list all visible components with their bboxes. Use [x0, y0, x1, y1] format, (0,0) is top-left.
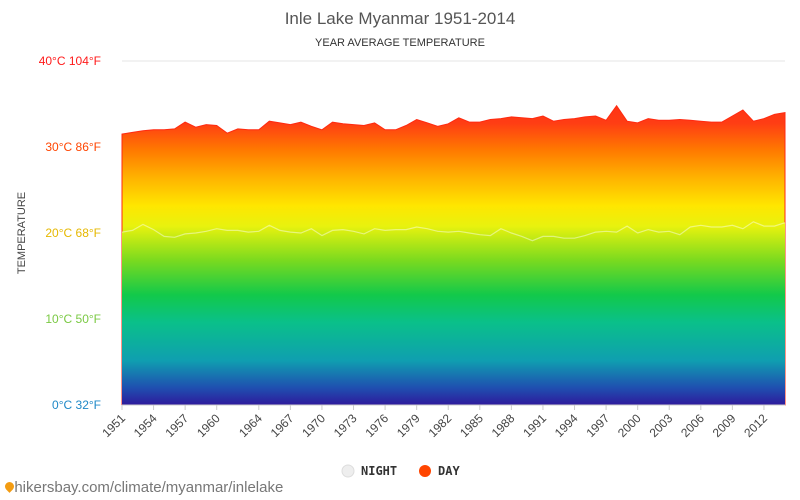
- source-text[interactable]: hikersbay.com/climate/myanmar/inlelake: [14, 479, 284, 496]
- x-tick-label: 1991: [520, 411, 549, 440]
- y-axis: 0°C 32°F 10°C 50°F 20°C 68°F 30°C 86°F 40°C …: [39, 54, 101, 412]
- x-tick-label: 2009: [710, 411, 739, 440]
- x-axis: 1951 1954 1957 1960 1964 1967 1970 1973 1976 1979…: [99, 405, 770, 440]
- night-series-area: [122, 221, 785, 405]
- y-tick-label: 40°C 104°F: [39, 54, 101, 68]
- night-series-line: [121, 221, 786, 242]
- legend-label: NIGHT: [361, 464, 397, 478]
- x-tick-label: 1960: [194, 411, 223, 440]
- x-tick-label: 1954: [131, 411, 160, 440]
- x-tick-label: 2003: [647, 411, 676, 440]
- x-tick-label: 1985: [457, 411, 486, 440]
- y-tick-label: 20°C 68°F: [45, 226, 101, 240]
- x-tick-label: 1964: [236, 411, 265, 440]
- plot-area: [121, 104, 786, 406]
- x-tick-label: 1979: [394, 411, 423, 440]
- y-tick-label: 0°C 32°F: [52, 398, 101, 412]
- y-tick-label: 30°C 86°F: [45, 140, 101, 154]
- source-link[interactable]: hikersbay.com/climate/myanmar/inlelake: [6, 479, 283, 496]
- x-tick-label: 2006: [678, 411, 707, 440]
- x-tick-label: 1976: [362, 411, 391, 440]
- legend: NIGHT DAY: [341, 464, 460, 478]
- y-axis-title: TEMPERATURE: [16, 192, 28, 274]
- legend-item-day[interactable]: DAY: [419, 464, 460, 478]
- chart-subtitle: YEAR AVERAGE TEMPERATURE: [315, 37, 485, 49]
- legend-marker: [341, 464, 355, 478]
- x-tick-label: 1997: [583, 411, 612, 440]
- x-tick-label: 1994: [552, 411, 581, 440]
- x-tick-label: 2012: [741, 411, 770, 440]
- chart-title: Inle Lake Myanmar 1951-2014: [285, 9, 516, 28]
- x-tick-label: 1957: [162, 411, 191, 440]
- x-tick-label: 1973: [331, 411, 360, 440]
- legend-item-night[interactable]: NIGHT: [341, 464, 397, 478]
- x-tick-label: 1951: [99, 411, 128, 440]
- legend-marker: [419, 465, 431, 477]
- x-tick-label: 1967: [268, 411, 297, 440]
- x-tick-label: 1988: [489, 411, 518, 440]
- y-tick-label: 10°C 50°F: [45, 312, 101, 326]
- x-tick-label: 1970: [299, 411, 328, 440]
- x-tick-label: 2000: [615, 411, 644, 440]
- x-tick-label: 1982: [426, 411, 455, 440]
- legend-label: DAY: [438, 464, 460, 478]
